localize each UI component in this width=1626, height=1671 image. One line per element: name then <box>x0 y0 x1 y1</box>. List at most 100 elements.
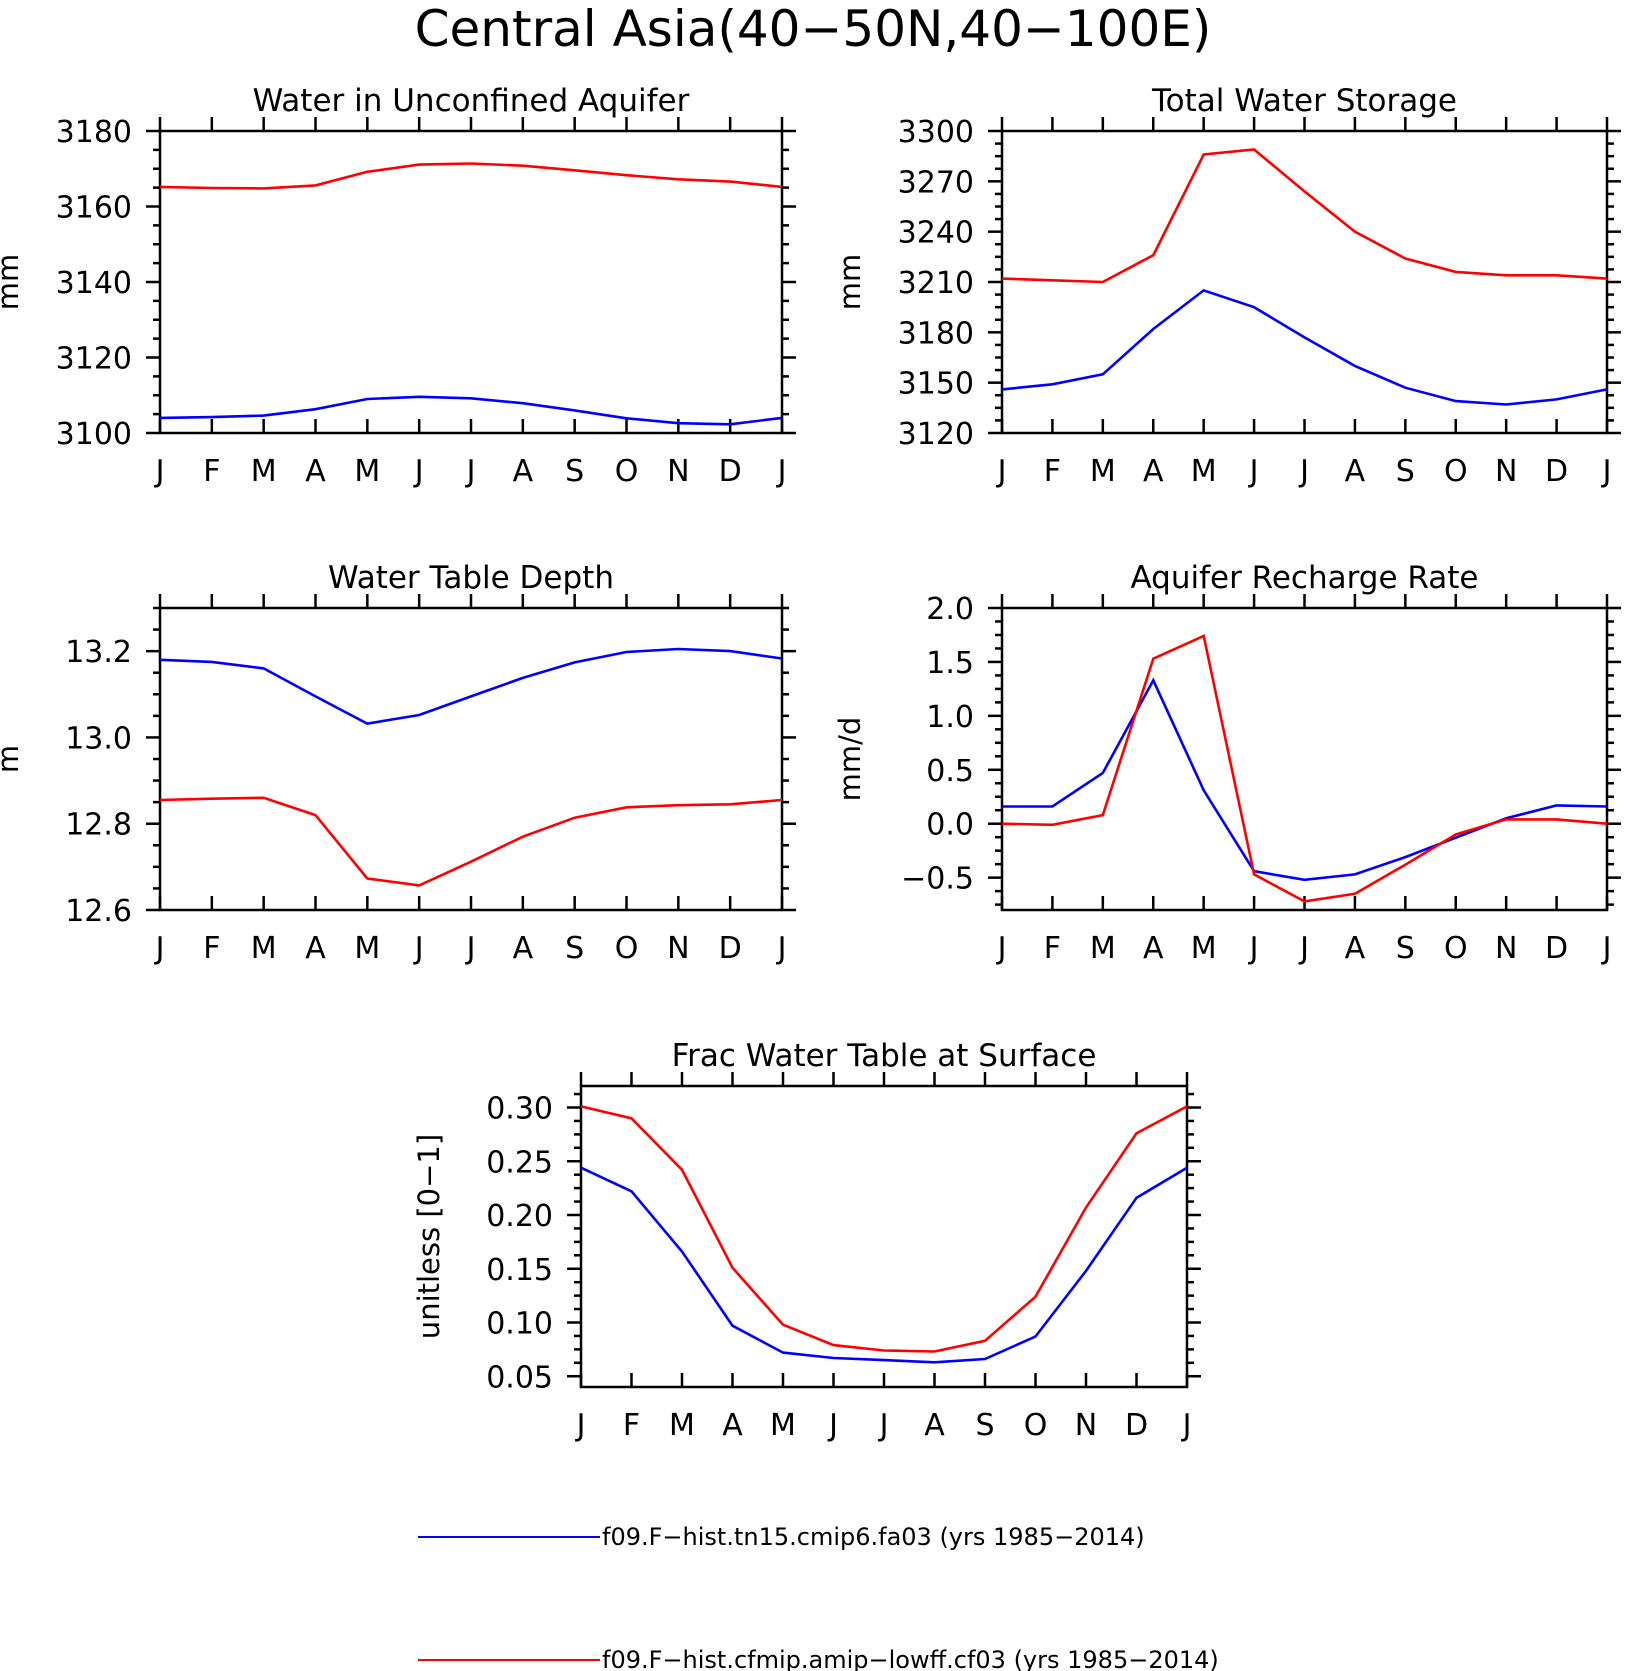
series-line <box>1001 148 1608 284</box>
x-tick-label: J <box>465 931 476 966</box>
y-tick-label: 0.20 <box>486 1199 553 1234</box>
x-tick-label: J <box>1248 454 1259 489</box>
figure-title: Central Asia(40−50N,40−100E) <box>415 0 1212 58</box>
x-tick-label: A <box>924 1408 945 1443</box>
x-tick-label: D <box>719 454 742 489</box>
x-tick-label: J <box>575 1408 586 1443</box>
x-tick-label: J <box>996 454 1007 489</box>
y-tick-label: 3210 <box>898 266 974 301</box>
series-line <box>580 1166 1188 1364</box>
y-tick-label: 0.25 <box>486 1145 553 1180</box>
x-tick-label: J <box>154 931 165 966</box>
x-tick-label: J <box>413 931 424 966</box>
x-tick-label: F <box>623 1408 640 1443</box>
x-tick-label: O <box>1024 1408 1048 1443</box>
legend-label: f09.F−hist.tn15.cmip6.fa03 (yrs 1985−201… <box>602 1523 1145 1551</box>
y-tick-label: 13.0 <box>65 721 132 756</box>
x-tick-label: M <box>1191 454 1217 489</box>
series-line <box>1001 288 1608 406</box>
x-tick-label: J <box>1298 454 1309 489</box>
x-tick-label: J <box>1601 454 1612 489</box>
y-tick-label: 3160 <box>56 191 132 226</box>
y-tick-label: 3240 <box>898 216 974 251</box>
y-tick-label: 12.6 <box>65 894 132 929</box>
plot-frame <box>158 129 784 435</box>
series-line <box>1002 677 1608 882</box>
x-tick-label: O <box>1444 931 1468 966</box>
y-tick-label: 0.5 <box>926 754 974 789</box>
x-tick-label: N <box>667 931 689 966</box>
x-tick-label: F <box>203 454 220 489</box>
x-tick-label: A <box>1143 454 1164 489</box>
x-tick-label: A <box>305 931 326 966</box>
legend-entry: f09.F−hist.cfmip.amip−lowff.cf03 (yrs 19… <box>418 1646 1219 1671</box>
x-tick-label: S <box>975 1408 994 1443</box>
panel-title: Aquifer Recharge Rate <box>1131 560 1479 596</box>
x-tick-label: J <box>154 454 165 489</box>
x-tick-label: D <box>1545 454 1568 489</box>
y-tick-label: 3180 <box>898 316 974 351</box>
y-tick-label: 0.30 <box>486 1092 553 1127</box>
y-tick-label: 2.0 <box>926 592 974 627</box>
y-tick-label: 1.0 <box>926 700 974 735</box>
x-tick-label: S <box>565 931 584 966</box>
x-tick-label: D <box>1545 931 1568 966</box>
x-tick-label: M <box>1191 931 1217 966</box>
x-tick-label: A <box>513 931 534 966</box>
y-axis-label: m <box>0 745 25 773</box>
y-axis-label: mm/d <box>833 717 867 802</box>
x-tick-label: M <box>1090 931 1116 966</box>
x-tick-label: A <box>1143 931 1164 966</box>
y-axis-label: mm <box>0 254 25 311</box>
y-axis-label: mm <box>833 254 867 311</box>
x-tick-label: N <box>1495 454 1517 489</box>
x-tick-label: J <box>1601 931 1612 966</box>
y-tick-label: 13.2 <box>65 635 132 670</box>
y-tick-label: 3300 <box>898 115 974 150</box>
x-tick-label: J <box>465 454 476 489</box>
x-tick-label: M <box>354 454 380 489</box>
panel-title: Frac Water Table at Surface <box>672 1038 1097 1074</box>
y-tick-label: −0.5 <box>901 862 974 897</box>
x-tick-label: O <box>615 931 639 966</box>
legend-label: f09.F−hist.cfmip.amip−lowff.cf03 (yrs 19… <box>602 1646 1219 1671</box>
plot-frame <box>1000 606 1609 912</box>
x-tick-label: M <box>251 931 277 966</box>
y-tick-label: 3180 <box>56 115 132 150</box>
y-tick-label: 0.0 <box>926 808 974 843</box>
x-tick-label: M <box>251 454 277 489</box>
x-tick-label: J <box>1248 931 1259 966</box>
x-tick-label: M <box>1090 454 1116 489</box>
x-tick-label: J <box>776 931 787 966</box>
y-tick-label: 3120 <box>56 342 132 377</box>
x-tick-label: N <box>1495 931 1517 966</box>
series-line <box>159 647 783 725</box>
series-line <box>159 796 783 887</box>
x-tick-label: N <box>667 454 689 489</box>
x-tick-label: F <box>1044 454 1061 489</box>
plot-frame <box>579 1084 1189 1389</box>
x-tick-label: J <box>827 1408 838 1443</box>
x-tick-label: A <box>722 1408 743 1443</box>
y-tick-label: 3120 <box>898 417 974 452</box>
x-tick-label: N <box>1075 1408 1097 1443</box>
x-tick-label: J <box>878 1408 889 1443</box>
x-tick-label: M <box>354 931 380 966</box>
y-tick-label: 3270 <box>898 165 974 200</box>
y-tick-label: 3150 <box>898 367 974 402</box>
legend-entry: f09.F−hist.tn15.cmip6.fa03 (yrs 1985−201… <box>418 1523 1145 1551</box>
y-tick-label: 1.5 <box>926 646 974 681</box>
y-tick-label: 12.8 <box>65 808 132 843</box>
x-tick-label: J <box>996 931 1007 966</box>
x-tick-label: A <box>513 454 534 489</box>
x-tick-label: J <box>776 454 787 489</box>
x-tick-label: D <box>1125 1408 1148 1443</box>
y-tick-label: 0.10 <box>486 1307 553 1342</box>
y-tick-label: 3100 <box>56 417 132 452</box>
